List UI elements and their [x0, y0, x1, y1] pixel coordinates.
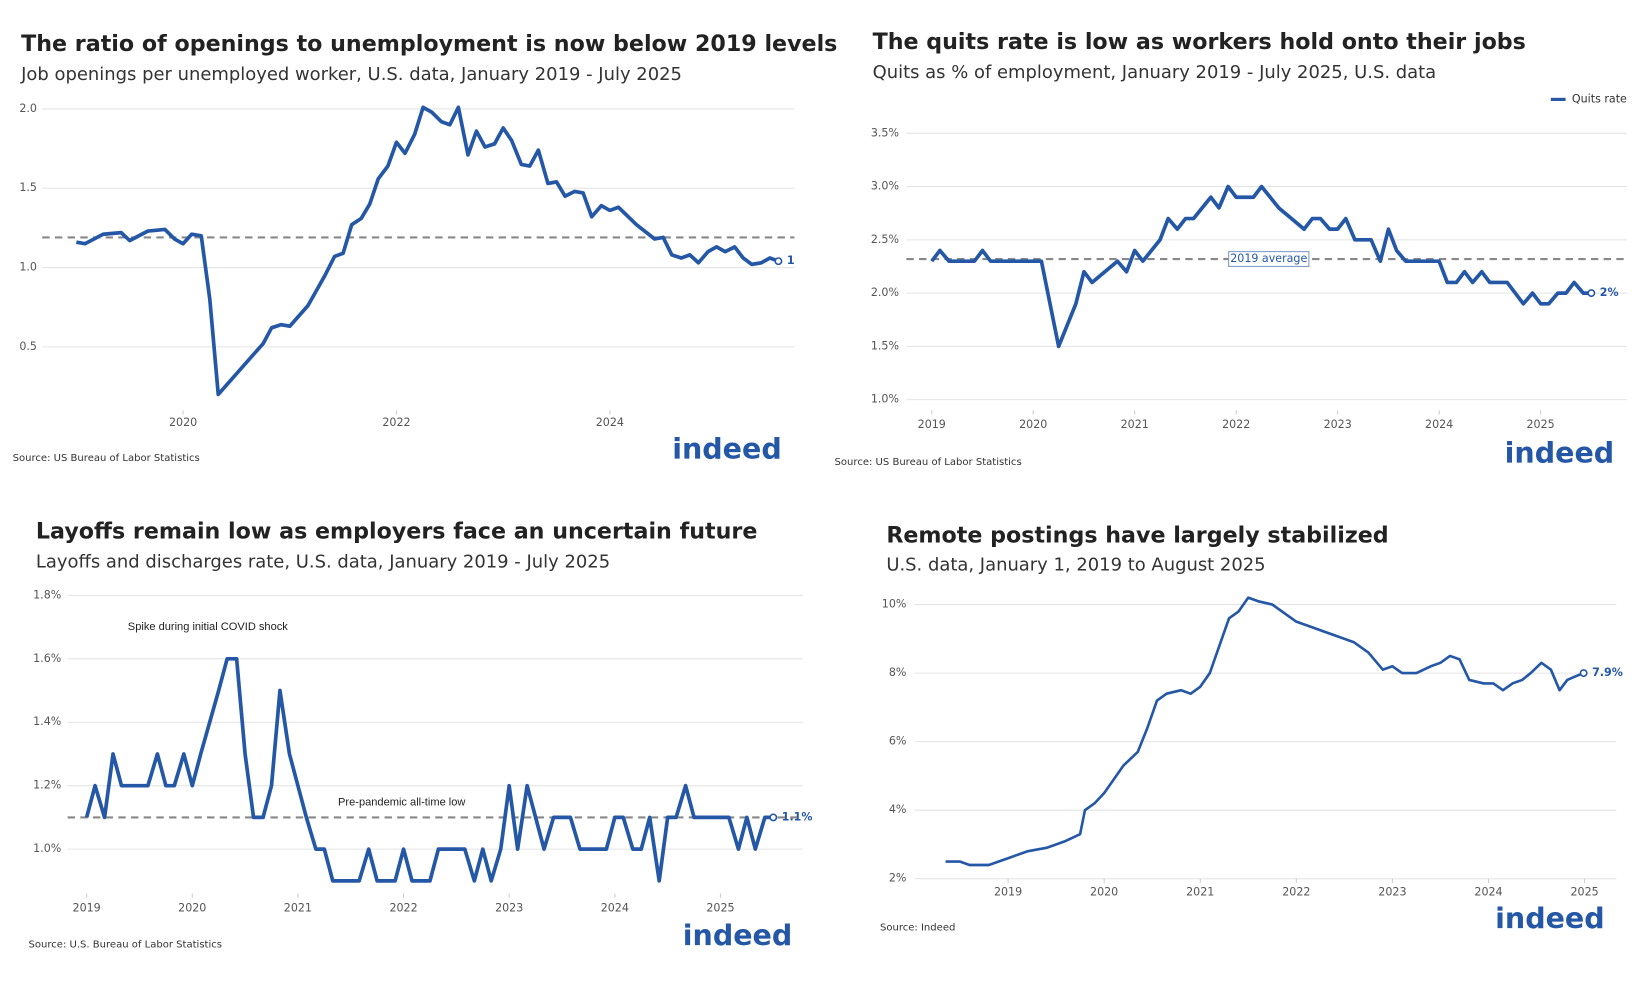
reference-label-box: [1228, 251, 1310, 267]
x-tick-label: 2023: [495, 901, 523, 914]
data-line: [945, 596, 1585, 867]
x-tick-label: 2025: [1527, 418, 1555, 431]
annotation: Spike during initial COVID shock: [128, 621, 288, 633]
data-line: [84, 656, 774, 883]
end-label: 1: [787, 254, 795, 267]
y-tick-label: 1.6%: [33, 652, 61, 665]
y-tick-label: 1.0%: [33, 842, 61, 855]
x-tick-label: 2024: [601, 901, 629, 914]
chart-subtitle: U.S. data, January 1, 2019 to August 202…: [886, 555, 1265, 576]
logo: indeed: [1505, 437, 1615, 470]
chart-subtitle: Job openings per unemployed worker, U.S.…: [20, 64, 682, 85]
end-label: 1.1%: [782, 810, 813, 823]
y-tick-label: 10%: [882, 598, 907, 611]
x-tick-label: 2022: [1222, 418, 1250, 431]
source-note: Source: U.S. Bureau of Labor Statistics: [29, 939, 222, 950]
end-point: [769, 813, 778, 822]
x-tick-label: 2022: [382, 416, 410, 429]
end-label: 7.9%: [1592, 666, 1623, 679]
x-tick-label: 2023: [1324, 418, 1352, 431]
logo: indeed: [672, 432, 782, 465]
y-tick-label: 6%: [889, 735, 907, 748]
y-tick-label: 4%: [889, 803, 907, 816]
x-tick-label: 2020: [1090, 885, 1118, 898]
x-tick-label: 2019: [918, 418, 946, 431]
logo: indeed: [1495, 902, 1605, 935]
source-note: Source: Indeed: [880, 922, 955, 933]
x-tick-label: 2024: [1474, 885, 1502, 898]
x-tick-label: 2021: [1186, 885, 1214, 898]
y-tick-label: 2.0: [19, 102, 37, 115]
x-tick-label: 2025: [706, 901, 734, 914]
y-tick-label: 1.0: [19, 261, 37, 274]
x-tick-label: 2023: [1378, 885, 1406, 898]
y-tick-label: 8%: [889, 666, 907, 679]
end-point: [1579, 669, 1588, 678]
y-tick-label: 1.5: [19, 181, 37, 194]
y-tick-label: 2%: [889, 872, 907, 885]
data-line: [76, 105, 780, 397]
annotation: Pre-pandemic all-time low: [338, 797, 466, 809]
y-tick-label: 1.4%: [33, 715, 61, 728]
x-tick-label: 2021: [284, 901, 312, 914]
x-tick-label: 2025: [1571, 885, 1599, 898]
x-tick-label: 2024: [1425, 418, 1453, 431]
chart-subtitle: Quits as % of employment, January 2019 -…: [873, 62, 1437, 83]
legend-label: Quits rate: [1572, 92, 1627, 105]
chart-subtitle: Layoffs and discharges rate, U.S. data, …: [36, 552, 610, 573]
x-tick-label: 2020: [169, 416, 197, 429]
x-tick-label: 2021: [1121, 418, 1149, 431]
chart-title: The quits rate is low as workers hold on…: [873, 29, 1526, 55]
source-note: Source: US Bureau of Labor Statistics: [13, 453, 200, 464]
y-tick-label: 1.5%: [871, 339, 899, 352]
y-tick-label: 2.5%: [871, 233, 899, 246]
x-tick-label: 2022: [389, 901, 417, 914]
end-point: [1587, 289, 1596, 298]
y-tick-label: 2.0%: [871, 286, 899, 299]
end-label: 2%: [1600, 286, 1619, 299]
x-tick-label: 2019: [73, 901, 101, 914]
x-tick-label: 2020: [1019, 418, 1047, 431]
y-tick-label: 0.5: [19, 340, 37, 353]
y-tick-label: 3.0%: [871, 180, 899, 193]
end-point: [774, 257, 783, 266]
x-tick-label: 2019: [994, 885, 1022, 898]
x-tick-label: 2024: [596, 416, 624, 429]
y-tick-label: 3.5%: [871, 126, 899, 139]
chart-title: Remote postings have largely stabilized: [886, 523, 1388, 549]
logo: indeed: [683, 919, 793, 952]
y-tick-label: 1.2%: [33, 779, 61, 792]
reference-label: 2019 average: [1230, 252, 1307, 265]
x-tick-label: 2020: [178, 901, 206, 914]
y-tick-label: 1.0%: [871, 393, 899, 406]
source-note: Source: US Bureau of Labor Statistics: [835, 457, 1022, 468]
x-tick-label: 2022: [1282, 885, 1310, 898]
chart-title: Layoffs remain low as employers face an …: [36, 518, 757, 544]
data-line: [930, 184, 1592, 349]
chart-title: The ratio of openings to unemployment is…: [21, 31, 837, 57]
y-tick-label: 1.8%: [33, 588, 61, 601]
